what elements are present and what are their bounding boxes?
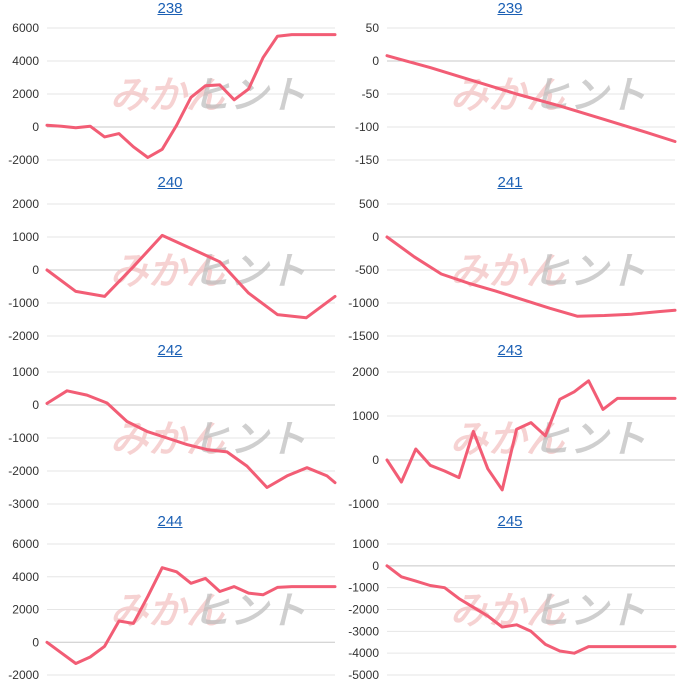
series-line [385, 379, 677, 492]
series-line [45, 33, 337, 159]
y-tick-label: 2000 [12, 87, 39, 101]
chart-panel-244: 244 -2000 0 2000 4000 6000 みかん ヒント [0, 513, 340, 684]
y-tick-label: -150 [355, 153, 379, 167]
y-tick-label: -2000 [348, 603, 379, 617]
y-tick-label: 1000 [352, 537, 379, 551]
series-line [45, 389, 337, 489]
y-tick-label: -1000 [8, 296, 39, 310]
y-tick-label: -2000 [8, 153, 39, 167]
y-tick-label: 0 [32, 120, 39, 134]
chart-panel-242: 242 -3000 -2000 -1000 0 1000 みかん ヒント [0, 342, 340, 513]
watermark-right-text: ヒント [192, 73, 306, 117]
y-tick-label: -100 [355, 120, 379, 134]
y-tick-label: 4000 [12, 570, 39, 584]
chart-title-link[interactable]: 243 [497, 342, 523, 359]
y-tick-label: 500 [359, 197, 379, 211]
series-line [385, 54, 677, 143]
y-tick-label: 2000 [352, 365, 379, 379]
y-tick-label: 0 [32, 635, 39, 649]
y-tick-label: 0 [372, 559, 379, 573]
watermark-left-text: みかん [110, 589, 225, 633]
y-tick-label: -1000 [348, 296, 379, 310]
chart-title-link[interactable]: 245 [497, 513, 523, 530]
y-tick-label: -3000 [348, 624, 379, 638]
chart-panel-238: 238 -2000 0 2000 4000 6000 みかん ヒント [0, 0, 340, 171]
y-tick-label: 1000 [352, 409, 379, 423]
chart-panel-241: 241 -1500 -1000 -500 0 500 みかん ヒント [340, 174, 680, 345]
watermark-left-text: みかん [450, 417, 565, 461]
y-tick-label: 4000 [12, 54, 39, 68]
y-tick-label: 6000 [12, 537, 39, 551]
watermark-right-text: ヒント [192, 589, 306, 633]
y-tick-label: 0 [372, 54, 379, 68]
watermark-right-text: ヒント [532, 249, 646, 293]
watermark-right-text: ヒント [532, 73, 646, 117]
chart-panel-240: 240 -2000 -1000 0 1000 2000 みかん ヒント [0, 174, 340, 345]
y-tick-label: -500 [355, 263, 379, 277]
y-tick-label: -1000 [348, 497, 379, 511]
watermark-left-text: みかん [110, 73, 225, 117]
y-tick-label: -5000 [348, 668, 379, 682]
y-tick-label: 1000 [12, 230, 39, 244]
watermark-left-text: みかん [450, 249, 565, 293]
chart-panel-243: 243 -1000 0 1000 2000 みかん ヒント [340, 342, 680, 513]
y-tick-label: 6000 [12, 21, 39, 35]
series-line [45, 566, 337, 665]
y-tick-label: -1000 [8, 431, 39, 445]
y-tick-label: 1000 [12, 365, 39, 379]
y-tick-label: 50 [366, 21, 380, 35]
watermark-right-text: ヒント [532, 589, 646, 633]
y-tick-label: 2000 [12, 197, 39, 211]
watermark-right-text: ヒント [192, 417, 306, 461]
chart-title-link[interactable]: 240 [157, 174, 183, 191]
y-tick-label: -2000 [8, 329, 39, 343]
series-line [385, 564, 677, 655]
chart-title-link[interactable]: 242 [157, 342, 183, 359]
y-tick-label: -1000 [348, 581, 379, 595]
y-tick-label: -50 [362, 87, 380, 101]
chart-panel-245: 245 -5000 -4000 -3000 -2000 -1000 0 1000 みかん ヒント [340, 513, 680, 684]
chart-panel-239: 239 -150 -100 -50 0 50 みかん ヒント [340, 0, 680, 171]
chart-title-link[interactable]: 244 [157, 513, 183, 530]
y-tick-label: -3000 [8, 497, 39, 511]
y-tick-label: -2000 [8, 464, 39, 478]
series-line [45, 233, 337, 320]
y-tick-label: 2000 [12, 603, 39, 617]
y-tick-label: -1500 [348, 329, 379, 343]
y-tick-label: 0 [32, 398, 39, 412]
chart-title-link[interactable]: 241 [497, 174, 523, 191]
chart-title-link[interactable]: 239 [497, 0, 523, 17]
y-tick-label: 0 [32, 263, 39, 277]
y-tick-label: 0 [372, 453, 379, 467]
chart-title-link[interactable]: 238 [157, 0, 183, 17]
y-tick-label: -2000 [8, 668, 39, 682]
series-line [385, 235, 677, 318]
y-tick-label: -4000 [348, 646, 379, 660]
y-tick-label: 0 [372, 230, 379, 244]
